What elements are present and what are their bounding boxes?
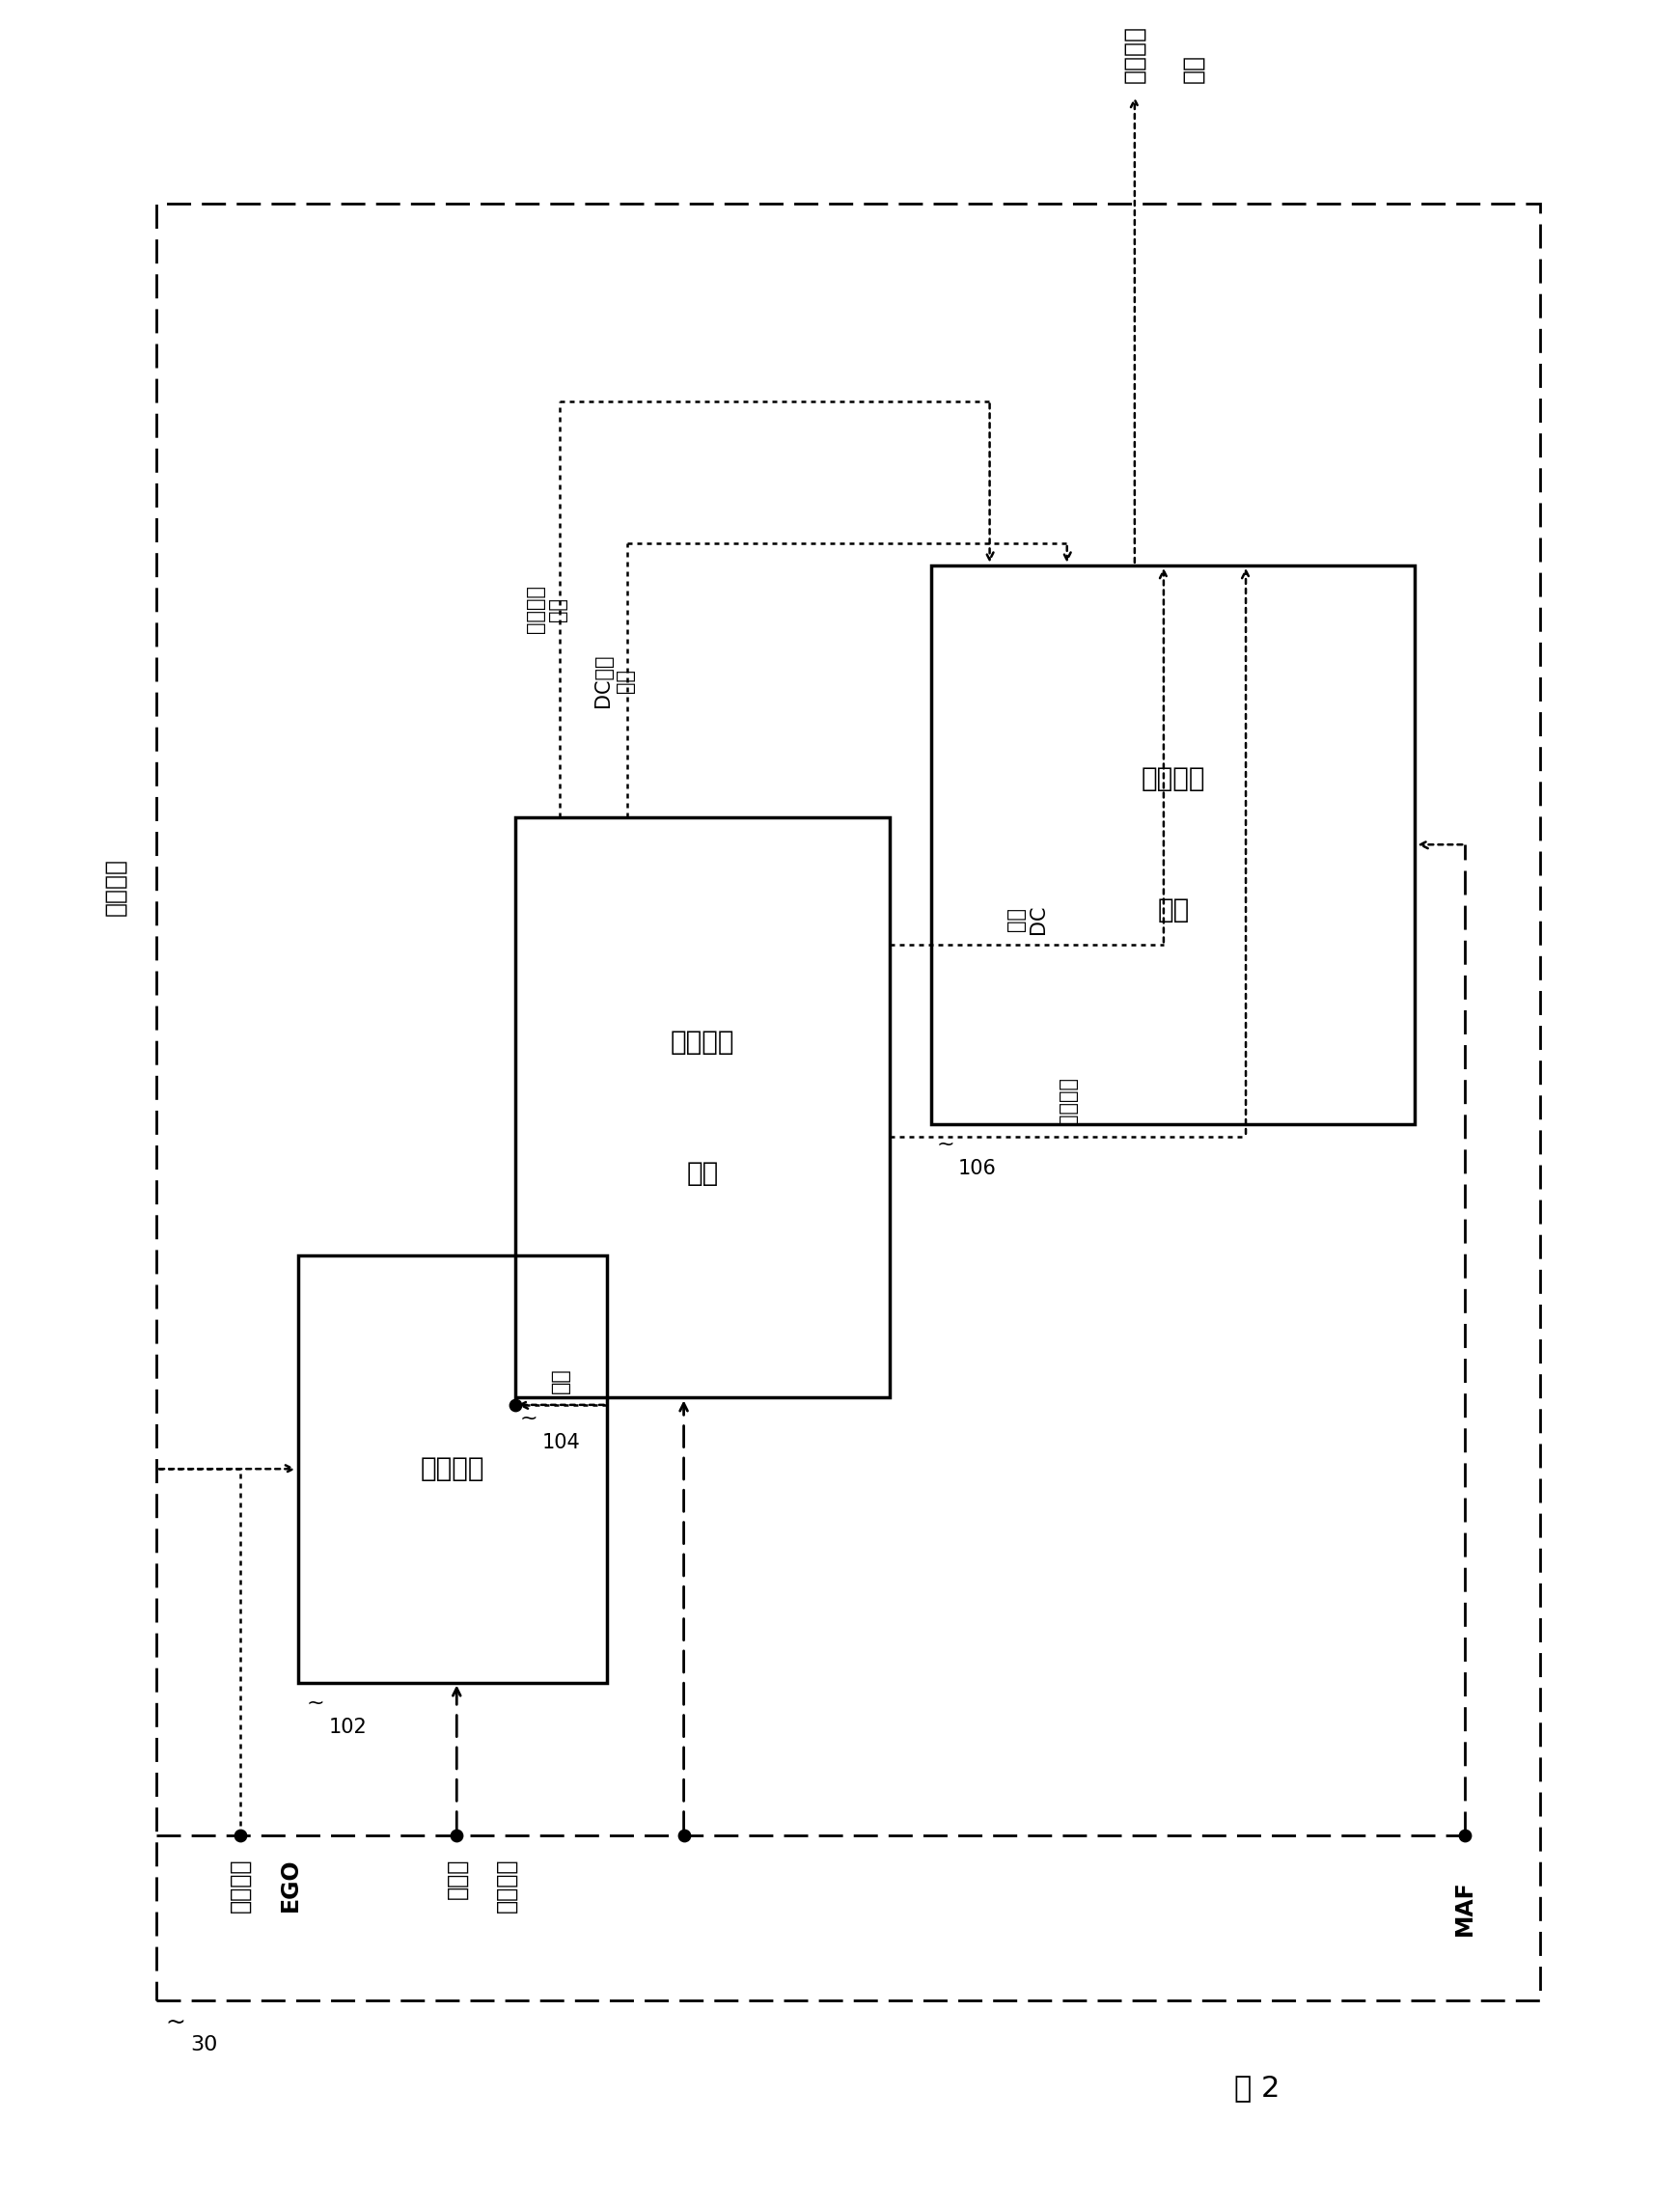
Point <box>444 1818 470 1854</box>
Text: 102: 102 <box>328 1717 366 1737</box>
Bar <box>932 564 1415 1124</box>
Text: 燃料: 燃料 <box>1181 55 1205 84</box>
Point <box>670 1818 697 1854</box>
Text: ~: ~ <box>521 1408 538 1428</box>
Point <box>1452 1818 1478 1854</box>
Point <box>502 1386 529 1422</box>
Text: 发动机: 发动机 <box>445 1858 469 1898</box>
Text: MAF: MAF <box>1453 1880 1477 1935</box>
Text: 104: 104 <box>541 1433 580 1452</box>
Text: 控制模块: 控制模块 <box>104 857 126 915</box>
Text: 修正系数: 修正系数 <box>670 1029 734 1056</box>
Text: 颤动模块: 颤动模块 <box>420 1455 484 1483</box>
Text: DC修正
系数: DC修正 系数 <box>593 655 635 707</box>
Bar <box>156 203 1541 2001</box>
Text: ~: ~ <box>307 1693 324 1713</box>
Text: 模块: 模块 <box>1158 897 1189 923</box>
Text: 106: 106 <box>958 1159 996 1179</box>
Text: 模块: 模块 <box>687 1159 719 1186</box>
Text: 图 2: 图 2 <box>1233 2074 1280 2103</box>
Text: 补偿预期: 补偿预期 <box>1122 26 1146 84</box>
Bar <box>516 818 890 1397</box>
Text: EGO: EGO <box>279 1858 302 1911</box>
Text: ~: ~ <box>165 2010 185 2034</box>
Text: 催化剂前: 催化剂前 <box>228 1858 252 1913</box>
Bar <box>299 1256 606 1682</box>
Text: 30: 30 <box>190 2034 217 2054</box>
Text: 操作状况: 操作状况 <box>496 1858 517 1913</box>
Text: 颤动频率: 颤动频率 <box>1058 1078 1077 1126</box>
Text: 颤动
DC: 颤动 DC <box>1006 904 1048 934</box>
Text: 颤动: 颤动 <box>551 1369 571 1393</box>
Text: 频率修正
系数: 频率修正 系数 <box>526 584 568 633</box>
Point <box>227 1818 254 1854</box>
Text: 燃料确定: 燃料确定 <box>1141 765 1206 793</box>
Text: ~: ~ <box>937 1135 954 1155</box>
